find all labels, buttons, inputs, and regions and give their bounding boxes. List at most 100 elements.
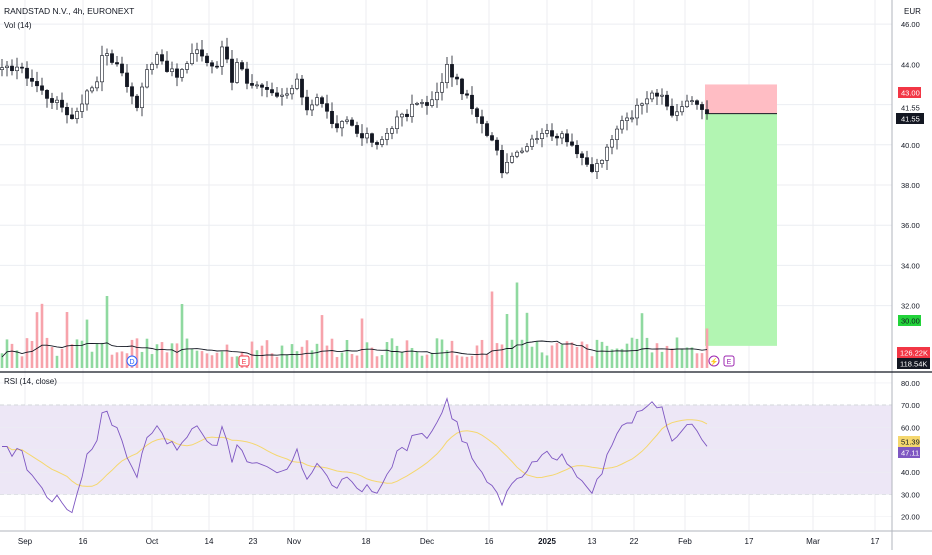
profit-target-zone [705, 113, 777, 346]
candle-body [100, 55, 104, 83]
rsi-value: 47.11 [901, 449, 919, 458]
volume-bar [440, 339, 444, 368]
candle-body [590, 164, 594, 172]
candle-body [615, 128, 619, 140]
candle-body [50, 98, 54, 103]
volume-bar [355, 355, 359, 368]
volume-bars [0, 282, 709, 368]
event-marker-earnings[interactable]: E [723, 355, 735, 367]
candle-body [380, 139, 384, 145]
candle-body [130, 86, 134, 97]
volume-bar [670, 348, 674, 368]
volume-bar [695, 353, 699, 368]
volume-indicator-label[interactable]: Vol (14) [4, 21, 32, 30]
earnings-icon [238, 355, 250, 367]
volume-bar [430, 352, 434, 368]
currency-label[interactable]: EUR [904, 7, 921, 16]
candle-body [35, 81, 39, 87]
volume-bar [540, 352, 544, 368]
volume-bar [265, 340, 269, 368]
target-price-label: 30.00 [901, 317, 920, 326]
event-marker-news[interactable]: ⚡ [708, 355, 720, 367]
x-tick-label: 16 [79, 537, 88, 546]
position-zones[interactable] [705, 84, 777, 346]
candle-body [465, 93, 469, 96]
candle-body [530, 138, 534, 147]
candle-body [345, 119, 349, 122]
candle-body [330, 110, 334, 124]
candle-body [545, 130, 549, 134]
volume-bar [530, 346, 534, 368]
volume-bar [545, 355, 549, 368]
entry-price-badge: 41.55 [898, 102, 928, 113]
x-tick-label: 13 [588, 537, 597, 546]
volume-bar [615, 348, 619, 368]
candle-body [630, 117, 634, 120]
event-marker-earnings[interactable]: E [238, 355, 250, 367]
candle-body [240, 62, 244, 70]
candle-body [370, 133, 374, 143]
volume-bar [210, 355, 214, 368]
volume-bar [630, 337, 634, 368]
candle-body [185, 63, 189, 70]
symbol-title[interactable]: RANDSTAD N.V., 4h, EURONEXT [4, 6, 134, 16]
candle-body [595, 163, 599, 172]
event-markers[interactable]: D E ⚡ E [126, 355, 735, 367]
candle-body [45, 90, 49, 99]
volume-bar [280, 345, 284, 368]
volume-bar [690, 347, 694, 368]
volume-bar [400, 352, 404, 368]
candle-body [425, 102, 429, 106]
event-marker-glyph: D [129, 359, 134, 366]
volume-bar [175, 343, 179, 368]
candle-body [80, 103, 84, 112]
volume-bar [560, 344, 564, 368]
volume-bar [70, 344, 74, 368]
volume-bar [330, 338, 334, 368]
volume-bar [120, 351, 124, 368]
candle-body [280, 94, 284, 97]
volume-bar [660, 351, 664, 368]
candle-body [520, 150, 524, 153]
volume-bar [475, 345, 479, 368]
candle-body [85, 90, 89, 105]
event-marker-dividend[interactable]: D [126, 355, 138, 367]
candle-body [470, 94, 474, 109]
volume-bar [620, 348, 624, 368]
volume-bar [230, 356, 234, 368]
volume-bar [645, 337, 649, 368]
x-tick-label: 17 [871, 537, 880, 546]
volume-bar [605, 345, 609, 368]
volume-bar [165, 352, 169, 368]
volume-bar [490, 291, 494, 368]
rsi-indicator-label[interactable]: RSI (14, close) [4, 377, 57, 386]
volume-bar [465, 356, 469, 368]
volume-bar [700, 353, 704, 368]
rsi-pane [2, 397, 708, 514]
x-tick-label: Feb [678, 537, 692, 546]
volume-bar [380, 355, 384, 368]
candle-body [475, 108, 479, 117]
volume-bar [505, 314, 509, 368]
price-tick-label: 46.00 [901, 20, 920, 29]
volume-bar [410, 347, 414, 368]
rsi-ma-line [2, 419, 708, 487]
candle-body [350, 119, 354, 126]
volume-bar [345, 339, 349, 368]
volume-bar [205, 353, 209, 368]
volume-bar [585, 344, 589, 368]
candle-body [405, 113, 409, 117]
candle-body [685, 100, 689, 107]
candle-body [215, 65, 219, 68]
candle-body [645, 98, 649, 105]
candle-body [170, 68, 174, 72]
volume-bar [365, 342, 369, 368]
candle-body [315, 97, 319, 106]
volume-bar [565, 341, 569, 368]
volume-bar [510, 339, 514, 368]
volume-ma-badge: 118.54K [897, 358, 930, 369]
volume-ma [1, 340, 708, 358]
volume-bar [75, 339, 79, 368]
volume-bar [325, 345, 329, 368]
